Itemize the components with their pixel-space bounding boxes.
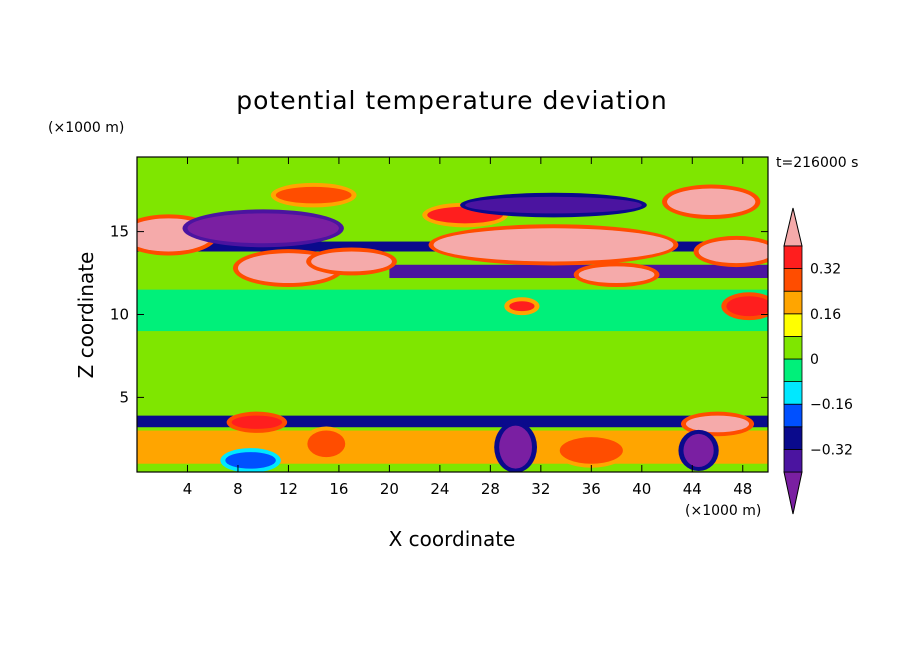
y-unit-label: (×1000 m) <box>48 120 125 136</box>
contour-field <box>137 182 768 472</box>
x-tick-label: 40 <box>632 480 651 498</box>
contour-band <box>137 289 768 332</box>
colorbar-tick-label: −0.16 <box>810 397 853 413</box>
chart-title: potential temperature deviation <box>236 86 668 115</box>
contour-blob <box>307 430 346 458</box>
y-tick-label: 15 <box>110 223 129 241</box>
x-tick-label: 24 <box>430 480 449 498</box>
x-tick-label: 44 <box>683 480 702 498</box>
contour-blob <box>726 296 768 317</box>
colorbar-top-arrow <box>783 207 803 247</box>
colorbar-segment <box>783 358 803 383</box>
x-axis-label: X coordinate <box>388 527 516 551</box>
x-tick-label: 28 <box>481 480 500 498</box>
contour-blob <box>578 266 655 284</box>
x-tick-label: 8 <box>233 480 243 498</box>
contour-band <box>137 415 768 428</box>
contour-blob <box>667 188 756 216</box>
x-tick-label: 36 <box>582 480 601 498</box>
contour-blob <box>225 452 276 469</box>
colorbar-segment <box>783 381 803 405</box>
y-tick-label: 10 <box>110 306 129 324</box>
x-tick-label: 4 <box>183 480 193 498</box>
contour-blob <box>433 228 674 262</box>
colorbar-segment <box>783 426 803 450</box>
colorbar-segment <box>783 268 803 292</box>
colorbar-segment <box>783 448 803 473</box>
contour-blob <box>275 186 352 204</box>
colorbar-segment <box>783 290 803 315</box>
contour-blob <box>499 425 533 469</box>
contour-blob <box>311 251 392 272</box>
colorbar-tick-label: 0.32 <box>810 262 841 278</box>
x-tick-label: 16 <box>329 480 348 498</box>
contour-blob <box>465 196 642 214</box>
contour-blob <box>559 437 623 464</box>
contour-blob <box>685 415 750 433</box>
contour-blob <box>683 433 714 468</box>
contour-blob <box>187 213 339 244</box>
colorbar-segment <box>783 245 803 270</box>
x-tick-label: 32 <box>531 480 550 498</box>
colorbar-tick-label: 0 <box>810 352 819 368</box>
colorbar-segment <box>783 335 803 360</box>
colorbar-tick-label: −0.32 <box>810 442 853 458</box>
time-label: t=216000 s <box>776 155 859 171</box>
x-tick-label: 48 <box>733 480 752 498</box>
contour-blob <box>231 415 283 429</box>
colorbar-bottom-arrow <box>783 471 803 515</box>
x-unit-label: (×1000 m) <box>685 503 762 519</box>
x-tick-label: 12 <box>279 480 298 498</box>
contour-blob <box>509 301 535 312</box>
contour-blob <box>698 239 768 264</box>
colorbar-segment <box>783 403 803 428</box>
colorbar-segment <box>783 313 803 337</box>
x-tick-label: 20 <box>380 480 399 498</box>
colorbar-tick-label: 0.16 <box>810 307 841 323</box>
y-tick-label: 5 <box>119 388 129 406</box>
